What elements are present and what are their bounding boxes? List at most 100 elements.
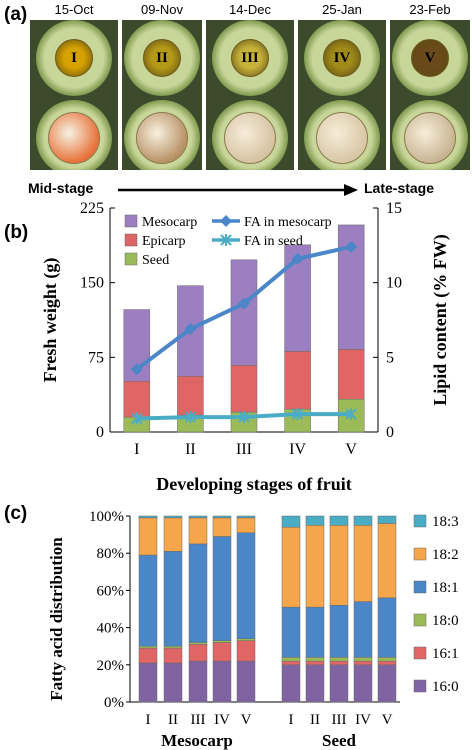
bar-segment-18-3	[163, 515, 183, 519]
bar-segment-18-2	[305, 525, 325, 608]
bar-segment-16-0	[236, 660, 256, 703]
fruit-cross-section: V	[392, 20, 468, 96]
marker-star	[238, 411, 250, 424]
bar-epicarp	[230, 365, 258, 413]
bar-segment-18-0	[305, 657, 325, 662]
fruit-cross-section: II	[124, 20, 200, 96]
marker-star	[345, 408, 357, 421]
seed	[48, 112, 100, 164]
bar-segment-18-1	[236, 532, 256, 640]
bar-segment-18-1	[138, 554, 158, 647]
bar-segment-16-1	[236, 640, 256, 662]
legend-label: Seed	[142, 253, 169, 268]
marker-diamond	[345, 240, 358, 253]
bar-segment-18-3	[188, 515, 208, 519]
y-right-tick-label: 0	[386, 424, 394, 441]
bar-segment-18-2	[236, 517, 256, 533]
x-tick-label: I	[134, 441, 139, 458]
stage-progression: Mid-stage Late-stage	[0, 180, 472, 200]
stage-label: V	[411, 39, 449, 77]
bar-segment-18-1	[212, 536, 232, 641]
bar-segment-18-0	[353, 657, 373, 662]
y-right-tick-label: 10	[386, 275, 402, 292]
fruit-photo: IV	[298, 20, 386, 170]
legend-swatch	[124, 252, 138, 266]
y-tick-label: 80%	[97, 546, 125, 562]
bar-segment-18-3	[377, 515, 397, 524]
x-tick-label: II	[310, 712, 320, 728]
y-tick-label: 150	[80, 275, 104, 292]
fruit-photo: III	[206, 20, 294, 170]
bar-epicarp	[177, 375, 204, 416]
date-label: 14-Dec	[229, 2, 271, 17]
stage-label: I	[55, 39, 93, 77]
stage-label: IV	[323, 39, 361, 77]
bar-segment-18-0	[138, 645, 158, 649]
x-tick-label: I	[289, 712, 294, 728]
y-right-axis-title: Lipid content (% FW)	[430, 234, 451, 406]
bar-segment-16-1	[188, 644, 208, 662]
bar-segment-18-0	[329, 657, 349, 662]
y-axis-title: Fresh weight (g)	[40, 258, 61, 383]
x-tick-label: I	[146, 712, 151, 728]
bar-segment-18-3	[353, 515, 373, 526]
bar-segment-18-3	[236, 515, 256, 519]
bar-segment-18-2	[353, 525, 373, 602]
marker-diamond	[130, 363, 143, 376]
fruit-seed-section	[304, 100, 380, 170]
bar-segment-18-3	[305, 515, 325, 526]
bar-segment-18-0	[281, 657, 301, 662]
marker-star	[184, 411, 197, 424]
bar-segment-18-2	[212, 517, 232, 537]
marker-diamond	[184, 322, 197, 335]
bar-segment-16-1	[305, 660, 325, 666]
marker-diamond	[238, 297, 250, 310]
bar-segment-16-1	[163, 647, 183, 664]
bar-segment-16-0	[281, 664, 301, 703]
fruit-cross-section: IV	[304, 20, 380, 96]
bar-segment-18-1	[377, 597, 397, 658]
legend-marker-star	[220, 234, 232, 246]
bar-epicarp	[284, 351, 311, 410]
y-right-tick-label: 5	[386, 349, 394, 366]
bar-segment-16-0	[305, 664, 325, 703]
fruit-photo: I	[30, 20, 118, 170]
bar-segment-16-1	[138, 647, 158, 664]
y-tick-label: 20%	[97, 658, 125, 674]
legend-label: 18:0	[432, 613, 459, 629]
fruit-photo: II	[122, 20, 202, 170]
y-tick-label: 60%	[97, 583, 125, 599]
x-tick-label: V	[241, 712, 252, 728]
y-tick-label: 225	[80, 200, 104, 217]
y-axis-title: Fatty acid distribution	[47, 537, 66, 701]
date-label: 23-Feb	[409, 2, 451, 17]
panel-c-label: (c)	[4, 503, 28, 524]
legend-swatch	[124, 214, 138, 228]
x-tick-label: IV	[214, 712, 230, 728]
date-label: 09-Nov	[141, 2, 183, 17]
legend-swatch	[413, 613, 427, 627]
panel-b-label: (b)	[4, 222, 29, 243]
legend-swatch	[413, 679, 427, 693]
fruit-cross-section: I	[36, 20, 112, 96]
bar-segment-16-0	[138, 662, 158, 703]
bar-segment-16-1	[329, 660, 349, 666]
seed	[316, 112, 368, 164]
x-tick-label: V	[382, 712, 393, 728]
seed	[404, 112, 456, 164]
stage-label: II	[143, 39, 181, 77]
y-tick-label: 40%	[97, 621, 125, 637]
legend-label: FA in mesocarp	[244, 215, 332, 230]
bar-epicarp	[123, 380, 151, 418]
bar-segment-18-3	[138, 515, 158, 519]
group-label: Seed	[322, 731, 357, 750]
bar-segment-16-0	[188, 660, 208, 703]
x-tick-label: IV	[289, 441, 306, 458]
bar-segment-18-1	[329, 605, 349, 658]
bar-segment-18-1	[163, 551, 183, 647]
legend-label: 18:2	[432, 547, 459, 563]
x-axis-title: Developing stages of fruit	[156, 474, 351, 494]
bar-segment-16-0	[212, 660, 232, 703]
y-tick-label: 0	[96, 424, 104, 441]
